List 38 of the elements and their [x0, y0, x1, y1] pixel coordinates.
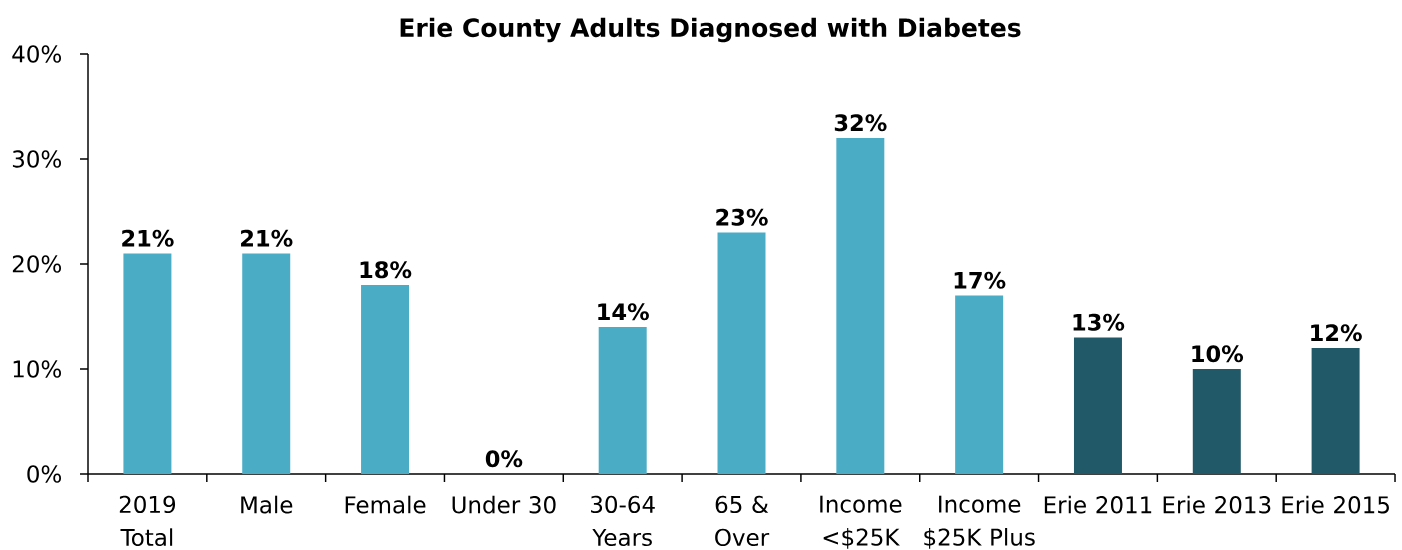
- y-tick-label: 0%: [27, 465, 62, 483]
- bar: [1073, 337, 1122, 474]
- bar: [1192, 369, 1241, 474]
- chart-title: Erie County Adults Diagnosed with Diabetes: [400, 17, 1021, 43]
- data-label: 17%: [954, 271, 1006, 289]
- x-tick-label: 65 & Over: [715, 495, 770, 547]
- data-label: 14%: [598, 303, 649, 321]
- x-tick-label: 2019 Total: [119, 495, 176, 547]
- bar: [1311, 348, 1360, 474]
- data-label: 13%: [1073, 313, 1125, 331]
- data-label: 21%: [241, 229, 293, 247]
- x-tick-label: Male: [241, 495, 293, 514]
- data-label: 23%: [716, 208, 768, 226]
- data-label: 0%: [485, 450, 523, 468]
- data-label: 10%: [1192, 345, 1244, 363]
- y-tick-label: 40%: [12, 45, 62, 63]
- bar: [598, 327, 647, 474]
- x-tick-label: Erie 2013: [1163, 495, 1271, 514]
- y-tick-label: 10%: [13, 360, 62, 378]
- data-label: 32%: [834, 114, 887, 132]
- bar: [717, 232, 766, 474]
- x-tick-label: 30-64 Years: [591, 495, 655, 547]
- x-tick-label: Income <$25K: [820, 495, 902, 549]
- x-tick-label: Erie 2011: [1044, 495, 1152, 514]
- y-tick-label: 20%: [12, 255, 62, 273]
- bar: [836, 138, 885, 474]
- x-tick-label: Female: [345, 495, 426, 514]
- data-label: 18%: [360, 261, 412, 279]
- x-tick-label: Under 30: [452, 495, 556, 514]
- bar: [123, 253, 172, 474]
- x-tick-label: Erie 2015: [1282, 495, 1389, 514]
- bar: [361, 285, 410, 474]
- data-label: 21%: [122, 229, 174, 247]
- y-tick-label: 30%: [12, 150, 62, 168]
- bar: [242, 253, 291, 474]
- data-label: 12%: [1311, 324, 1362, 342]
- x-tick-label: Income $25K Plus: [924, 495, 1035, 549]
- bar: [955, 295, 1004, 474]
